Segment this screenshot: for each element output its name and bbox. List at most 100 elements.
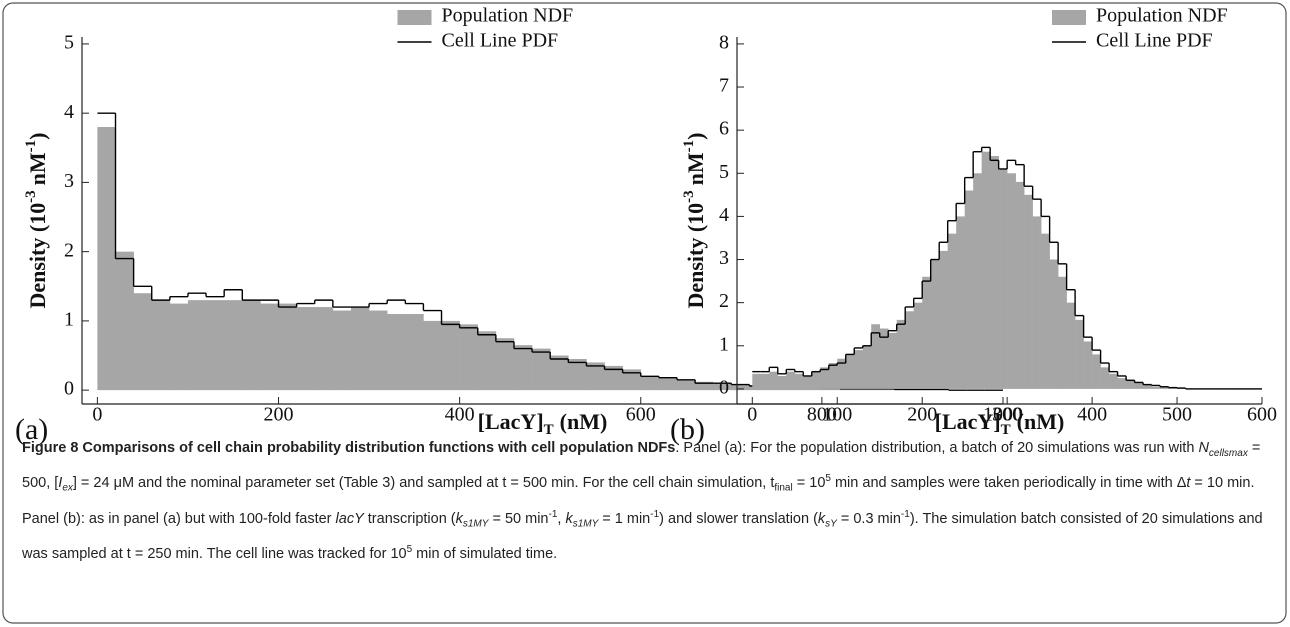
caption-run: transcription ( xyxy=(363,510,456,527)
bar xyxy=(1151,386,1161,389)
bar xyxy=(695,381,714,391)
bar xyxy=(350,307,370,391)
y-tick-label: 0 xyxy=(64,378,74,400)
caption-run: = 500, [ xyxy=(22,440,1261,492)
bar xyxy=(658,377,678,391)
bar xyxy=(640,376,660,391)
caption-run: -1 xyxy=(650,508,660,520)
bar xyxy=(981,151,991,389)
caption-run: -1 xyxy=(548,508,558,520)
bar xyxy=(206,300,225,391)
y-tick-label: 1 xyxy=(719,333,729,355)
bar xyxy=(278,303,297,391)
caption-run: k xyxy=(817,510,826,527)
y-label-sup: -3 xyxy=(23,190,39,203)
y-axis-label: Density (10-3 nM-1) xyxy=(23,132,50,308)
caption-run: N xyxy=(1198,440,1209,456)
legend-swatch xyxy=(397,10,432,25)
panel-label: (a) xyxy=(15,413,48,446)
caption: Figure 8 Comparisons of cell chain proba… xyxy=(22,436,1274,567)
bar xyxy=(973,173,982,389)
y-tick-label: 2 xyxy=(64,239,74,261)
bar xyxy=(115,251,134,391)
bar xyxy=(568,358,587,391)
y-tick-label: 1 xyxy=(64,308,74,330)
legend-label: Cell Line PDF xyxy=(1096,30,1213,52)
caption-run: . Panel (a): For the population distribu… xyxy=(675,440,1199,456)
caption-run: min and samples were taken periodically … xyxy=(830,475,1187,492)
x-tick-label: 0 xyxy=(92,404,102,426)
bar xyxy=(532,348,551,391)
y-label-main: Density (10 xyxy=(683,203,708,309)
bar xyxy=(854,350,864,389)
y-label-sup: -1 xyxy=(23,140,39,153)
x-label-sub: T xyxy=(544,422,554,438)
bar xyxy=(1007,173,1016,389)
y-label-close: ) xyxy=(25,132,50,139)
y-label-sup: -3 xyxy=(681,190,697,203)
caption-run: = 10 min. Panel (b): as in panel (a) but… xyxy=(22,475,1255,527)
caption-run: = 10 xyxy=(792,475,826,492)
bar xyxy=(1160,387,1169,389)
caption-run: ex xyxy=(62,483,73,495)
x-tick-label: 500 xyxy=(1162,404,1192,426)
x-tick-label: 200 xyxy=(907,404,937,426)
x-axis-label: [LacY]T (nM) xyxy=(935,409,1065,438)
bar xyxy=(922,276,931,389)
bar xyxy=(939,250,948,389)
bar xyxy=(151,300,171,391)
caption-run: = 50 min xyxy=(488,510,549,527)
x-label-sub: T xyxy=(1001,422,1011,438)
caption-run: = 0.3 min xyxy=(836,510,901,527)
x-tick-label: 200 xyxy=(264,404,294,426)
bar xyxy=(845,354,855,389)
y-tick-label: 3 xyxy=(64,170,74,192)
caption-run: s1MY xyxy=(462,518,489,530)
y-tick-label: 7 xyxy=(719,75,729,97)
bar xyxy=(1109,373,1118,389)
y-tick-label: 4 xyxy=(64,101,74,123)
bar xyxy=(1024,194,1033,389)
bar xyxy=(260,303,279,391)
x-tick-label: 800 xyxy=(807,404,837,426)
caption-run: = 1 min xyxy=(598,510,651,527)
bar xyxy=(731,384,750,391)
bar xyxy=(169,303,189,391)
bar xyxy=(896,319,906,389)
caption-run: t xyxy=(1186,475,1191,492)
bar xyxy=(1117,378,1127,389)
bar xyxy=(879,328,889,389)
caption-run: Figure 8 Comparisons of cell chain proba… xyxy=(22,440,676,456)
bar xyxy=(423,320,442,391)
bar xyxy=(862,345,872,389)
bar xyxy=(905,311,914,389)
y-label-close: ) xyxy=(683,132,708,139)
x-tick-label: 100 xyxy=(822,404,852,426)
caption-run: s1MY xyxy=(572,518,599,530)
bar xyxy=(956,216,965,389)
bar xyxy=(1143,384,1152,389)
bar xyxy=(1134,382,1144,389)
bar xyxy=(187,300,207,391)
caption-run: 5 xyxy=(825,473,831,485)
y-tick-label: 5 xyxy=(64,32,74,54)
bar xyxy=(1058,276,1067,389)
y-label-unit: nM xyxy=(683,152,708,185)
x-label-unit: (nM) xyxy=(560,409,608,434)
bar xyxy=(769,371,779,389)
bar xyxy=(1168,388,1178,389)
bar xyxy=(1066,302,1076,389)
x-axis-label: [LacY]T (nM) xyxy=(478,409,608,438)
bar xyxy=(913,302,923,389)
bar xyxy=(405,313,424,391)
y-tick-label: 6 xyxy=(719,118,729,140)
legend-swatch xyxy=(1052,10,1086,25)
y-label-main: Density (10 xyxy=(25,203,50,309)
bar xyxy=(314,307,334,391)
x-label-main: [LacY] xyxy=(478,409,544,434)
bar xyxy=(964,190,974,389)
caption-run: ). The simulation batch consisted of 20 … xyxy=(22,510,1263,562)
plot-area xyxy=(752,146,1262,390)
bar xyxy=(1092,354,1101,389)
